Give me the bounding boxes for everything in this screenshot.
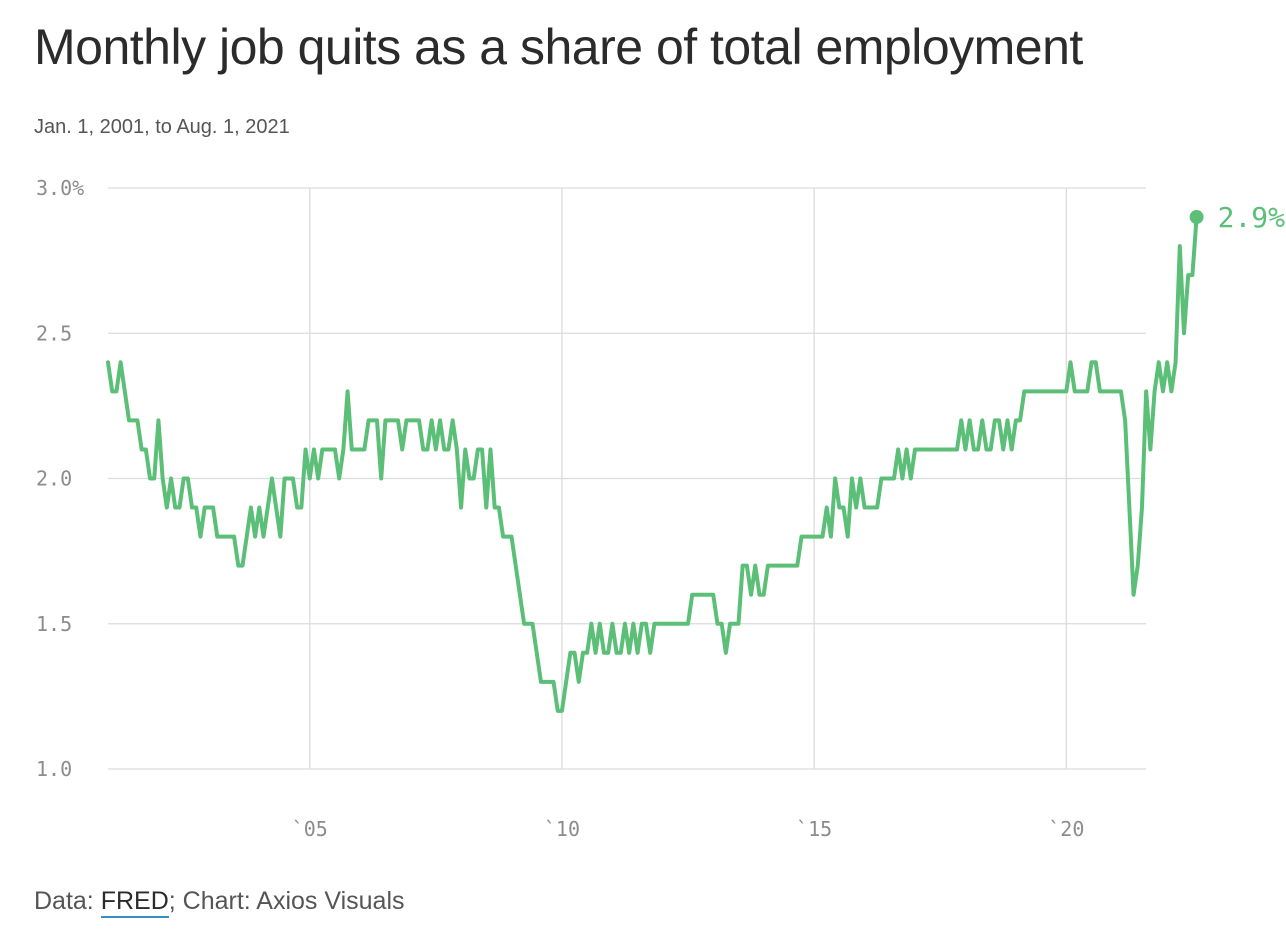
gridlines [108,187,1146,770]
x-tick-label: `05 [292,817,328,841]
series-layer: 2.9% [106,201,1286,713]
y-tick-label: 3.0% [36,176,84,200]
chart-subtitle: Jan. 1, 2001, to Aug. 1, 2021 [34,116,290,138]
line-chart: 3.0% 2.5 2.0 1.5 1.0 `05 `10 `15 `20 2.9% [36,176,1286,841]
y-tick-label: 1.5 [36,612,72,636]
y-axis-ticks: 3.0% 2.5 2.0 1.5 1.0 [36,176,84,781]
end-point-marker [1189,210,1204,225]
y-tick-label: 2.0 [36,467,72,491]
y-tick-label: 2.5 [36,321,72,345]
chart-footer: Data: FRED; Chart: Axios Visuals [34,887,405,918]
x-tick-label: `15 [796,817,832,841]
end-value-label: 2.9% [1218,201,1286,234]
y-tick-label: 1.0 [36,757,72,781]
chart-title: Monthly job quits as a share of total em… [34,19,1083,75]
source-link[interactable]: FRED [100,887,169,918]
x-tick-label: `10 [544,817,580,841]
x-axis-ticks: `05 `10 `15 `20 [292,817,1085,841]
data-prefix: Data: [34,887,101,915]
x-tick-label: `20 [1048,817,1084,841]
chart-credit: ; Chart: Axios Visuals [168,887,405,915]
series-line [106,215,1199,713]
